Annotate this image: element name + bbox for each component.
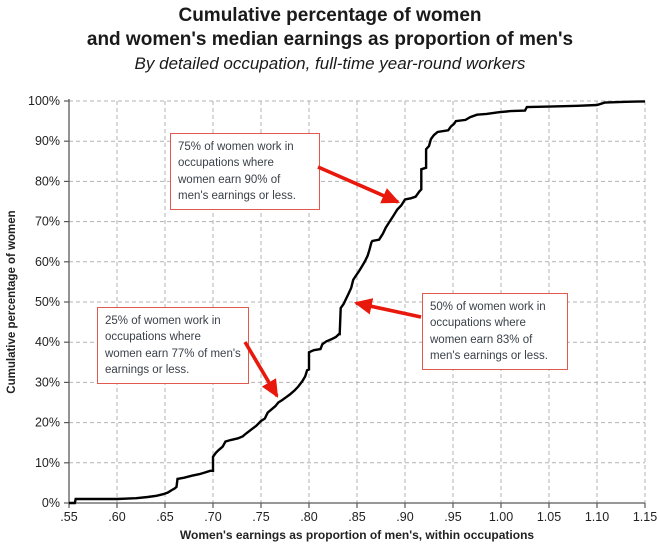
- x-axis-title: Women's earnings as proportion of men's,…: [180, 528, 535, 542]
- x-tick-label: .70: [204, 510, 221, 524]
- annotation-text-25pct: 25% of women work in occupations where w…: [105, 315, 241, 376]
- chart-header: Cumulative percentage of women and women…: [0, 4, 660, 76]
- chart-subtitle: By detailed occupation, full-time year-r…: [134, 54, 526, 73]
- x-tick-label: .55: [60, 510, 77, 524]
- x-tick-label: 1.05: [537, 510, 561, 524]
- x-tick-label: 1.00: [489, 510, 513, 524]
- x-tick-label: .85: [348, 510, 365, 524]
- y-tick-label: 40%: [35, 335, 60, 349]
- chart-title-line2: and women's median earnings as proportio…: [86, 29, 574, 50]
- x-tick-label: 1.10: [585, 510, 609, 524]
- y-tick-label: 80%: [35, 174, 60, 188]
- annotation-box-25pct: 25% of women work in occupations where w…: [97, 307, 249, 385]
- y-tick-label: 90%: [35, 134, 60, 148]
- x-tick-label: .65: [156, 510, 173, 524]
- x-tick-label: .60: [108, 510, 125, 524]
- chart-title-line1: Cumulative percentage of women: [178, 5, 482, 26]
- annotation-text-75pct: 75% of women work in occupations where w…: [178, 141, 296, 202]
- x-tick-label: .80: [300, 510, 317, 524]
- x-tick-label: .95: [444, 510, 461, 524]
- y-tick-label: 70%: [35, 215, 60, 229]
- y-tick-label: 20%: [35, 416, 60, 430]
- annotation-text-50pct: 50% of women work in occupations where w…: [430, 301, 548, 362]
- y-tick-label: 0%: [42, 496, 60, 510]
- x-tick-label: .75: [252, 510, 269, 524]
- y-tick-label: 10%: [35, 456, 60, 470]
- y-axis-title: Cumulative percentage of women: [6, 210, 18, 393]
- cumulative-curve: [69, 100, 646, 505]
- x-tick-label: .90: [396, 510, 413, 524]
- annotation-box-75pct: 75% of women work in occupations where w…: [170, 133, 320, 211]
- y-tick-label: 100%: [28, 94, 60, 108]
- y-tick-label: 50%: [35, 295, 60, 309]
- annotation-box-50pct: 50% of women work in occupations where w…: [422, 293, 568, 371]
- y-tick-label: 30%: [35, 375, 60, 389]
- y-tick-label: 60%: [35, 255, 60, 269]
- x-tick-label: 1.15: [633, 510, 657, 524]
